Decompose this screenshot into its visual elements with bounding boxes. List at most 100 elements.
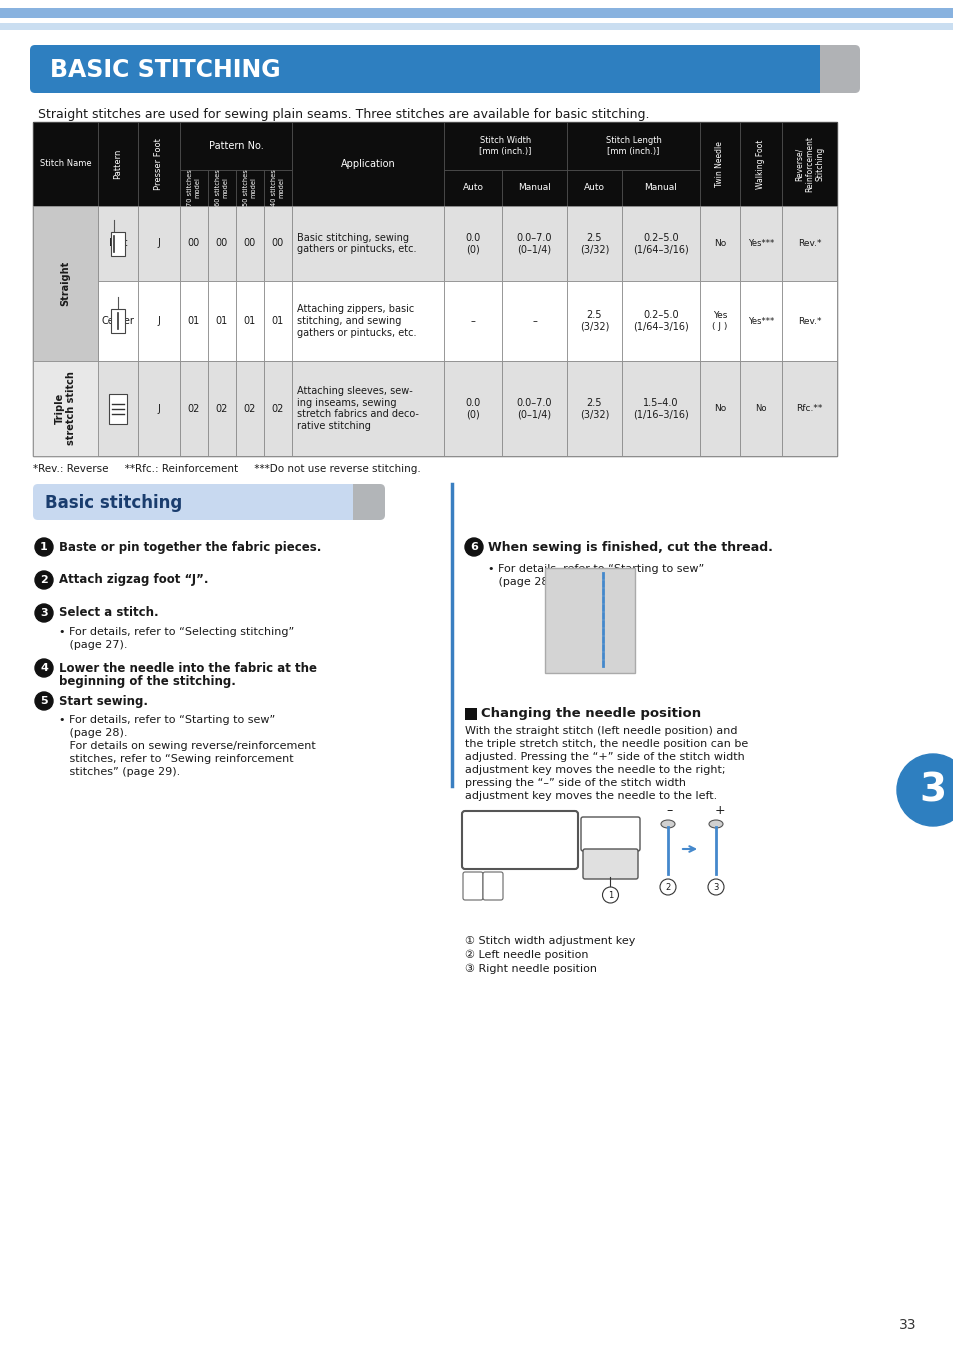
Text: • For details, refer to “Starting to sew”: • For details, refer to “Starting to sew… [488,563,703,574]
Bar [0,8,953,18]
Bar [443,206,501,280]
Text: J: J [157,239,160,248]
Text: 0.0
(0): 0.0 (0) [465,398,480,419]
Bar [180,206,208,280]
Text: For details on sewing reverse/reinforcement: For details on sewing reverse/reinforcem… [59,741,315,751]
Text: Start sewing.: Start sewing. [59,694,148,708]
Text: 0.0
(0): 0.0 (0) [465,233,480,255]
Text: adjusted. Pressing the “+” side of the stitch width: adjusted. Pressing the “+” side of the s… [464,752,744,762]
Circle shape [35,572,53,589]
Text: –: – [666,803,673,817]
Text: 3: 3 [919,771,945,809]
Text: Stitch Width
[mm (inch.)]: Stitch Width [mm (inch.)] [478,136,531,156]
Text: ③ Right needle position: ③ Right needle position [464,964,597,975]
Bar [566,280,621,361]
Bar [111,309,125,333]
Text: –: – [532,315,537,326]
Bar [98,206,138,280]
Text: Select a stitch.: Select a stitch. [59,607,158,620]
Bar [235,280,264,361]
Bar [566,170,621,206]
Bar [621,361,700,456]
Text: 2: 2 [664,883,670,891]
Bar [138,361,180,456]
Text: pressing the “–” side of the stitch width: pressing the “–” side of the stitch widt… [464,778,685,789]
Text: +: + [469,886,476,895]
Bar [292,361,443,456]
Circle shape [896,754,953,826]
Bar [0,23,953,30]
Bar [98,361,138,456]
Text: Attach zigzag foot “J”.: Attach zigzag foot “J”. [59,573,209,586]
Text: Auto: Auto [583,183,604,193]
Text: beginning of the stitching.: beginning of the stitching. [59,674,235,687]
Text: 1: 1 [607,891,613,899]
Bar [292,123,443,206]
Text: 0.2–5.0
(1/64–3/16): 0.2–5.0 (1/64–3/16) [633,233,688,255]
Bar [464,708,476,720]
Bar [138,123,180,206]
Bar [264,280,292,361]
Text: 3: 3 [713,883,718,891]
Text: 2.5
(3/32): 2.5 (3/32) [579,310,609,332]
Bar [33,361,98,456]
Text: Triple
stretch stitch: Triple stretch stitch [54,372,76,445]
Circle shape [35,692,53,710]
Text: When sewing is finished, cut the thread.: When sewing is finished, cut the thread. [488,541,772,554]
Text: Basic stitching: Basic stitching [45,493,182,512]
Text: 5: 5 [40,696,48,706]
Text: 01: 01 [215,315,228,326]
Bar [264,170,292,206]
Text: stitches” (page 29).: stitches” (page 29). [59,767,180,776]
Text: 01: 01 [272,315,284,326]
FancyBboxPatch shape [462,872,482,900]
Text: 02: 02 [215,403,228,414]
Text: 2.5
(3/32): 2.5 (3/32) [579,233,609,255]
Bar [781,280,836,361]
Bar [700,206,740,280]
Circle shape [35,604,53,621]
Bar [98,280,138,361]
Bar [208,361,235,456]
Text: – | +: – | + [598,834,622,844]
Text: Manual: Manual [644,183,677,193]
Text: Reverse/
Reinforcement
Stitching: Reverse/ Reinforcement Stitching [794,136,823,191]
Text: –: – [490,892,495,903]
Bar [208,280,235,361]
Text: ↔3 40: ↔3 40 [521,833,551,842]
Text: +: + [489,886,497,895]
Text: No: No [713,239,725,248]
Bar [111,232,125,256]
Bar [180,123,292,170]
Bar [501,280,566,361]
FancyBboxPatch shape [482,872,502,900]
Text: adjustment key moves the needle to the left.: adjustment key moves the needle to the l… [464,791,717,801]
Text: *Rev.: Reverse     **Rfc.: Reinforcement     ***Do not use reverse stitching.: *Rev.: Reverse **Rfc.: Reinforcement ***… [33,464,420,474]
Bar [33,123,836,456]
Bar [544,568,635,673]
Ellipse shape [660,820,675,828]
Bar [781,123,836,206]
Text: stitches, refer to “Sewing reinforcement: stitches, refer to “Sewing reinforcement [59,754,294,764]
Text: • For details, refer to “Starting to sew”: • For details, refer to “Starting to sew… [59,714,275,725]
Bar [264,361,292,456]
Text: J: J [157,403,160,414]
Text: BASIC STITCHING: BASIC STITCHING [50,58,280,82]
Text: 6: 6 [470,542,477,551]
Text: Yes
( J ): Yes ( J ) [712,311,727,330]
Text: 02: 02 [272,403,284,414]
Text: Pattern No.: Pattern No. [209,142,263,151]
Text: Yes***: Yes*** [747,317,773,325]
Text: 00: 00 [471,834,495,853]
Bar [292,280,443,361]
Text: (page 28).: (page 28). [488,577,556,586]
Text: –: – [470,892,475,903]
Text: 025: 025 [528,845,545,855]
Text: the triple stretch stitch, the needle position can be: the triple stretch stitch, the needle po… [464,739,747,749]
Bar [700,123,740,206]
FancyBboxPatch shape [33,484,373,520]
Bar [781,206,836,280]
Circle shape [35,538,53,555]
Bar [33,361,98,456]
Bar [33,206,98,280]
